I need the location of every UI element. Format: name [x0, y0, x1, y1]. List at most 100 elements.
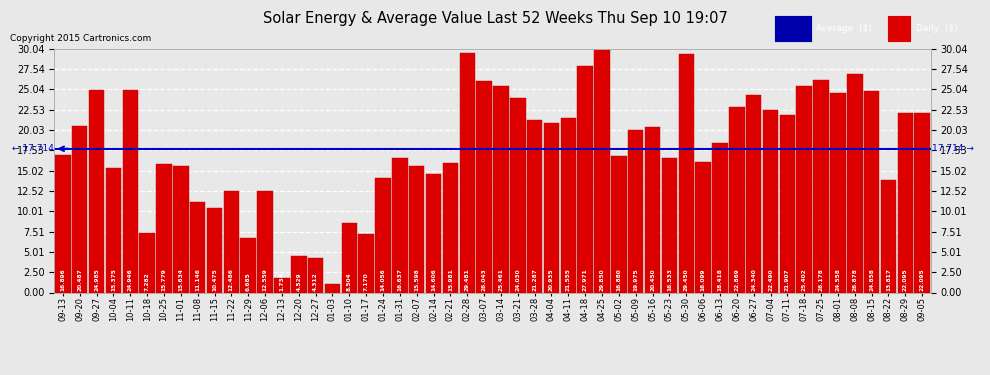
Text: 24.340: 24.340 [751, 268, 756, 291]
Bar [915, 113, 930, 292]
Text: 16.637: 16.637 [397, 268, 402, 291]
Text: 15.634: 15.634 [178, 268, 183, 291]
Bar [241, 238, 256, 292]
Bar [594, 50, 610, 292]
Text: 16.880: 16.880 [617, 268, 622, 291]
Bar [898, 113, 913, 292]
Bar [89, 90, 104, 292]
Text: 24.858: 24.858 [869, 268, 874, 291]
Bar [224, 191, 240, 292]
Bar [774, 15, 812, 42]
Bar [510, 98, 526, 292]
Bar [156, 165, 171, 292]
Text: 21.555: 21.555 [566, 268, 571, 291]
Text: 12.559: 12.559 [262, 268, 267, 291]
Bar [661, 158, 677, 292]
Bar [847, 74, 862, 292]
Text: 16.896: 16.896 [60, 268, 65, 291]
Text: Daily  ($): Daily ($) [916, 24, 957, 33]
Bar [55, 155, 70, 292]
Bar [527, 120, 543, 292]
Text: 17.714 →: 17.714 → [933, 144, 974, 153]
Bar [342, 224, 357, 292]
Text: 8.504: 8.504 [346, 273, 351, 291]
Bar [392, 158, 408, 292]
Text: 6.685: 6.685 [246, 273, 250, 291]
Text: 26.878: 26.878 [852, 268, 857, 291]
Text: 11.146: 11.146 [195, 268, 200, 291]
Text: 22.490: 22.490 [768, 268, 773, 291]
Bar [123, 90, 138, 292]
Bar [426, 174, 442, 292]
Text: 15.375: 15.375 [111, 268, 116, 291]
Bar [678, 54, 694, 292]
Text: 4.312: 4.312 [313, 273, 318, 291]
Text: 14.056: 14.056 [380, 268, 385, 291]
Text: 26.043: 26.043 [481, 268, 487, 291]
Text: 20.450: 20.450 [650, 268, 655, 291]
Bar [207, 207, 223, 292]
Text: 10.475: 10.475 [212, 268, 217, 291]
Text: 24.946: 24.946 [128, 268, 133, 291]
Text: 20.487: 20.487 [77, 268, 82, 291]
Text: 22.095: 22.095 [903, 268, 908, 291]
Text: 15.598: 15.598 [414, 268, 419, 291]
Bar [644, 127, 660, 292]
Text: 25.402: 25.402 [802, 268, 807, 291]
Text: 22.869: 22.869 [735, 268, 740, 291]
Text: 20.935: 20.935 [549, 268, 554, 291]
Text: 12.486: 12.486 [229, 268, 234, 291]
Text: 29.481: 29.481 [464, 268, 469, 291]
Bar [780, 115, 795, 292]
Bar [712, 143, 728, 292]
Text: 14.606: 14.606 [431, 268, 436, 291]
Text: Solar Energy & Average Value Last 52 Weeks Thu Sep 10 19:07: Solar Energy & Average Value Last 52 Wee… [262, 11, 728, 26]
Text: 24.558: 24.558 [836, 268, 841, 291]
Bar [729, 107, 744, 292]
Text: 21.287: 21.287 [533, 268, 538, 291]
Text: 1.734: 1.734 [279, 273, 284, 291]
Text: 26.178: 26.178 [819, 268, 824, 291]
Bar [814, 80, 829, 292]
Bar [140, 233, 154, 292]
Bar [443, 163, 458, 292]
Text: 13.817: 13.817 [886, 268, 891, 291]
Bar [325, 284, 341, 292]
Text: Average  ($): Average ($) [816, 24, 871, 33]
Bar [493, 86, 509, 292]
Bar [308, 258, 324, 292]
Bar [831, 93, 845, 292]
Text: 16.533: 16.533 [667, 268, 672, 291]
Bar [291, 256, 307, 292]
Text: 25.461: 25.461 [498, 268, 504, 291]
Bar [864, 91, 879, 292]
Text: 24.030: 24.030 [516, 268, 521, 291]
Text: 21.907: 21.907 [785, 268, 790, 291]
Text: 7.170: 7.170 [363, 273, 368, 291]
Text: 29.850: 29.850 [600, 268, 605, 291]
Bar [459, 53, 475, 292]
Text: 7.282: 7.282 [145, 273, 149, 291]
Bar [358, 234, 374, 292]
Text: 27.971: 27.971 [583, 268, 588, 291]
Bar [190, 202, 205, 292]
Text: 22.095: 22.095 [920, 268, 925, 291]
Bar [476, 81, 492, 292]
Bar [72, 126, 87, 292]
Bar [173, 166, 188, 292]
Bar [375, 178, 391, 292]
Bar [881, 180, 896, 292]
Bar [611, 156, 627, 292]
Text: 16.099: 16.099 [701, 269, 706, 291]
Text: Copyright 2015 Cartronics.com: Copyright 2015 Cartronics.com [10, 34, 151, 43]
Bar [106, 168, 121, 292]
Text: 18.418: 18.418 [718, 268, 723, 291]
Bar [274, 278, 290, 292]
Bar [797, 86, 812, 292]
Text: 24.985: 24.985 [94, 268, 99, 291]
Bar [695, 162, 711, 292]
Bar [544, 123, 559, 292]
Text: ← 17.714: ← 17.714 [12, 144, 54, 153]
Text: 4.529: 4.529 [296, 273, 301, 291]
Bar [257, 190, 273, 292]
